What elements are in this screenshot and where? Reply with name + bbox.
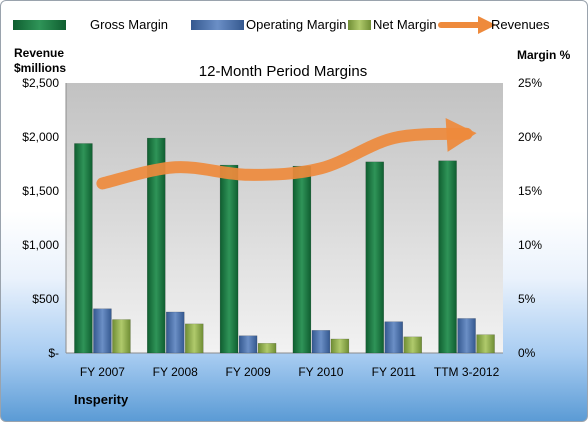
company-name: Insperity xyxy=(74,392,129,407)
legend-label-gross-margin: Gross Margin xyxy=(90,17,168,32)
bar-net-margin-5 xyxy=(476,334,495,354)
bar-gross-margin-0 xyxy=(74,143,93,354)
legend-label-net-margin: Net Margin xyxy=(373,17,437,32)
bar-operating-margin-5 xyxy=(457,318,476,354)
left-axis-title-line2: $millions xyxy=(14,61,66,75)
chart-title: 12-Month Period Margins xyxy=(199,63,367,80)
bar-gross-margin-5 xyxy=(438,160,457,354)
right-tick-label: 5% xyxy=(518,292,536,306)
bar-net-margin-2 xyxy=(257,343,277,354)
revenue-line xyxy=(96,127,473,190)
legend-label-revenues: Revenues xyxy=(491,17,550,32)
bar-operating-margin-1 xyxy=(166,311,185,354)
x-tick-label: FY 2008 xyxy=(153,365,198,379)
bar-operating-margin-3 xyxy=(311,330,331,354)
legend-swatch-gross-margin xyxy=(13,20,66,30)
bar-net-margin-4 xyxy=(403,336,422,354)
left-tick-label: $2,500 xyxy=(22,76,59,90)
revenue-arrowhead xyxy=(445,117,477,152)
plot-area xyxy=(66,83,503,353)
legend-swatch-operating-margin xyxy=(191,20,244,30)
bar-operating-margin-2 xyxy=(238,335,258,354)
right-tick-label: 10% xyxy=(518,238,542,252)
bar-net-margin-3 xyxy=(330,338,350,354)
right-tick-label: 20% xyxy=(518,130,542,144)
right-tick-label: 25% xyxy=(518,76,542,90)
x-tick-label: FY 2011 xyxy=(372,365,417,379)
right-axis-title: Margin % xyxy=(517,48,571,62)
x-tick-label: FY 2010 xyxy=(298,365,343,379)
left-tick-label: $500 xyxy=(32,292,59,306)
left-tick-label: $1,000 xyxy=(22,238,59,252)
revenue-line-group xyxy=(96,117,477,190)
bar-operating-margin-0 xyxy=(93,308,112,354)
legend-label-operating-margin: Operating Margin xyxy=(246,17,346,32)
bar-gross-margin-2 xyxy=(219,164,239,354)
bar-gross-margin-3 xyxy=(292,165,312,354)
x-tick-label: FY 2009 xyxy=(226,365,271,379)
bar-gross-margin-1 xyxy=(147,137,166,354)
legend: Gross Margin Operating Margin Net Margin… xyxy=(13,16,550,34)
tick-labels: $- $500 $1,000 $1,500 $2,000 $2,500 0% 5% 10% 15%… xyxy=(22,76,542,379)
left-axis-title-line1: Revenue xyxy=(14,46,64,60)
bar-operating-margin-4 xyxy=(384,321,403,354)
legend-swatch-net-margin xyxy=(348,20,371,30)
right-tick-label: 0% xyxy=(518,346,536,360)
bar-group xyxy=(74,137,495,354)
legend-swatch-revenues xyxy=(438,16,496,34)
x-tick-label: FY 2007 xyxy=(80,365,125,379)
left-tick-label: $1,500 xyxy=(22,184,59,198)
x-tick-label: TTM 3-2012 xyxy=(434,365,500,379)
bar-gross-margin-4 xyxy=(365,161,384,354)
bar-net-margin-0 xyxy=(112,319,131,354)
right-tick-label: 15% xyxy=(518,184,542,198)
left-tick-label: $- xyxy=(48,346,59,360)
bar-net-margin-1 xyxy=(185,323,204,354)
left-tick-label: $2,000 xyxy=(22,130,59,144)
